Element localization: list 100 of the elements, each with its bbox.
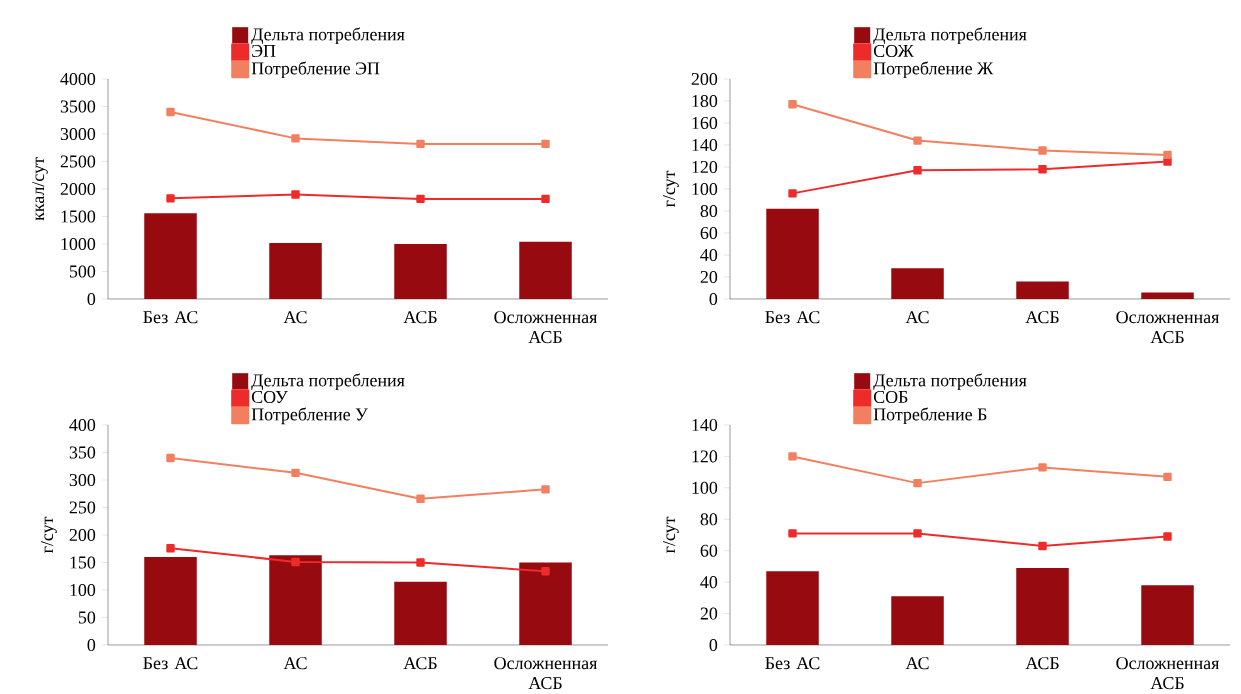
point <box>291 557 300 567</box>
legend-label: Потребление У <box>251 407 368 425</box>
bar <box>394 243 447 299</box>
y-tick-label: 200 <box>691 72 718 86</box>
bar <box>1016 567 1069 645</box>
point <box>1163 532 1172 541</box>
point <box>416 139 425 149</box>
y-tick-label: 350 <box>69 446 96 459</box>
y-tick-label: 120 <box>692 450 718 463</box>
point <box>913 478 922 488</box>
x-tick-label: Осложненная АСБ <box>1116 657 1220 690</box>
bar <box>891 596 944 645</box>
y-tick-label: 120 <box>692 160 718 174</box>
legend-label: СОБ <box>873 390 908 403</box>
point <box>1038 463 1047 472</box>
point <box>1038 541 1047 551</box>
x-tick-label: Осложненная АСБ <box>494 657 598 690</box>
bar <box>1016 281 1069 299</box>
point <box>541 139 550 149</box>
y-tick-label: 160 <box>692 116 718 130</box>
y-tick-label: 0 <box>709 292 718 306</box>
y-tick-label: 140 <box>692 138 718 152</box>
y-axis-title: ккал/сут <box>32 157 48 221</box>
y-tick-label: 0 <box>87 292 96 306</box>
y-tick-label: 80 <box>700 513 718 526</box>
x-tick-label: Без АС <box>143 657 198 670</box>
legend-label: Дельта потребления <box>251 373 405 391</box>
bar <box>1141 585 1194 645</box>
x-tick-label: АСБ <box>403 311 437 324</box>
point <box>1163 472 1172 482</box>
y-axis-title: г/сут <box>41 516 57 554</box>
point <box>1038 146 1047 155</box>
y-tick-label: 50 <box>78 611 96 624</box>
y-tick-label: 400 <box>69 418 96 432</box>
bar <box>1141 292 1194 299</box>
point <box>1038 164 1047 174</box>
y-tick-label: 140 <box>692 418 718 432</box>
x-tick-label: Без АС <box>765 311 820 324</box>
point <box>788 189 797 198</box>
legend-label: СОЖ <box>873 44 914 57</box>
y-tick-label: 100 <box>692 182 718 196</box>
y-tick-label: 4000 <box>60 72 96 86</box>
x-tick-label: АСБ <box>1025 311 1059 324</box>
legend-label: СОУ <box>251 390 288 403</box>
y-axis-title: г/сут <box>663 170 679 208</box>
y-tick-label: 500 <box>69 265 96 278</box>
point <box>541 194 550 204</box>
x-tick-label: АС <box>905 657 929 670</box>
point <box>166 107 175 117</box>
bar <box>519 562 572 645</box>
point <box>416 558 425 567</box>
legend-label: Дельта потребления <box>873 373 1027 391</box>
y-tick-label: 100 <box>70 583 96 597</box>
x-tick-label: Без АС <box>765 657 820 670</box>
y-tick-label: 60 <box>700 544 718 557</box>
point <box>788 529 797 538</box>
point <box>1163 157 1172 166</box>
point <box>291 190 300 199</box>
y-tick-label: 20 <box>700 270 718 284</box>
y-tick-label: 40 <box>700 576 718 589</box>
x-tick-label: АСБ <box>1025 657 1059 670</box>
y-tick-label: 3500 <box>60 100 96 113</box>
y-tick-label: 80 <box>700 204 718 218</box>
point <box>166 194 175 203</box>
point <box>291 134 300 143</box>
legend-label: Дельта потребления <box>873 27 1027 45</box>
x-tick-label: АС <box>283 657 307 670</box>
point <box>788 452 797 461</box>
point <box>416 494 425 503</box>
x-tick-label: Осложненная АСБ <box>494 311 598 344</box>
point <box>416 194 425 204</box>
x-tick-label: АС <box>283 311 307 324</box>
point <box>541 567 550 576</box>
legend-label: ЭП <box>252 44 276 57</box>
y-tick-label: 2000 <box>60 182 96 196</box>
bar <box>394 581 447 645</box>
bar <box>766 208 819 299</box>
bar <box>144 213 197 299</box>
bar <box>891 268 944 299</box>
y-tick-label: 200 <box>69 528 96 542</box>
x-tick-label: АС <box>905 311 929 324</box>
bar <box>269 555 322 645</box>
y-tick-label: 0 <box>709 638 718 652</box>
legend-label: Потребление Ж <box>873 61 994 79</box>
point <box>913 529 922 538</box>
x-tick-label: АСБ <box>403 657 437 670</box>
y-tick-label: 2500 <box>60 155 96 168</box>
legend-label: Потребление Б <box>873 407 987 425</box>
point <box>913 166 922 175</box>
y-tick-label: 0 <box>87 638 96 652</box>
y-tick-label: 100 <box>692 481 718 494</box>
x-tick-label: Без АС <box>143 311 198 324</box>
legend-label: Дельта потребления <box>251 27 405 45</box>
bar <box>269 242 322 299</box>
point <box>166 543 175 553</box>
bar <box>766 571 819 645</box>
x-tick-label: Осложненная АСБ <box>1116 311 1220 344</box>
y-tick-label: 40 <box>700 248 718 262</box>
y-axis-title: г/сут <box>663 516 679 554</box>
y-tick-label: 20 <box>700 607 718 620</box>
